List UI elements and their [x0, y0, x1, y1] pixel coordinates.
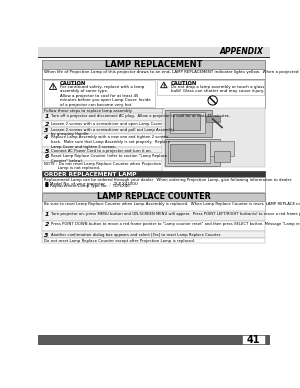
Text: 4: 4 [44, 135, 49, 140]
Text: CAUTION: CAUTION [60, 81, 86, 86]
Bar [157, 80, 264, 95]
Bar [210, 140, 234, 156]
Bar [44, 80, 155, 107]
Text: 6: 6 [44, 154, 49, 159]
Text: Loosen 2 screws with a screwdriver and open Lamp Cover.: Loosen 2 screws with a screwdriver and o… [52, 122, 163, 126]
Bar [206, 116, 220, 122]
Bar [38, 47, 270, 57]
Bar [165, 110, 212, 137]
Text: ■ Model No. of your projector    :  TLP-X4100U: ■ Model No. of your projector : TLP-X410… [45, 182, 138, 186]
Bar [38, 57, 270, 59]
Text: Replace Lamp Assembly with a new one and tighten 2 screws
back.  Make sure that : Replace Lamp Assembly with a new one and… [52, 135, 170, 149]
Text: Do not reset Lamp Replace Counter except after Projection Lamp is replaced.: Do not reset Lamp Replace Counter except… [44, 239, 195, 242]
Bar [42, 69, 266, 79]
Text: Loosen 2 screws with a screwdriver and pull out Lamp Assembly
by grasping Handle: Loosen 2 screws with a screwdriver and p… [52, 128, 175, 137]
Text: Replacement Lamp can be ordered through your dealer.  When ordering Projection L: Replacement Lamp can be ordered through … [44, 178, 292, 182]
Text: Another confirmation dialog box appears and select [Yes] to reset Lamp Replace C: Another confirmation dialog box appears … [52, 232, 222, 237]
Bar [243, 336, 265, 344]
Bar [42, 221, 266, 231]
Bar [42, 231, 266, 237]
Bar [170, 144, 205, 161]
Text: When life of Projection Lamp of this projector draws to an end, LAMP REPLACEMENT: When life of Projection Lamp of this pro… [44, 70, 300, 74]
Text: Reset Lamp Replace Counter (refer to section "Lamp Replace
Counter" below).: Reset Lamp Replace Counter (refer to sec… [52, 154, 167, 163]
Bar [42, 79, 266, 108]
Text: 1: 1 [44, 114, 49, 119]
Text: Do not drop a lamp assembly or touch a glass
bulb! Glass can shatter and may cau: Do not drop a lamp assembly or touch a g… [171, 85, 264, 93]
Text: CAUTION: CAUTION [171, 81, 197, 86]
Bar [42, 121, 162, 126]
Bar [42, 147, 162, 153]
Bar [38, 335, 270, 345]
Text: ■ Replacement Lamp Type No. :  TLPLX40: ■ Replacement Lamp Type No. : TLPLX40 [45, 184, 130, 189]
Bar [173, 114, 200, 130]
Bar [42, 134, 162, 147]
Text: !: ! [163, 83, 165, 88]
Text: LAMP REPLACE COUNTER: LAMP REPLACE COUNTER [97, 192, 211, 201]
Polygon shape [50, 83, 57, 90]
Text: Follow these steps to replace lamp assembly.: Follow these steps to replace lamp assem… [44, 109, 132, 113]
Bar [42, 113, 162, 121]
Text: 1: 1 [44, 212, 49, 217]
Bar [42, 126, 162, 134]
Bar [165, 139, 220, 166]
Bar [42, 171, 266, 177]
Bar [42, 211, 266, 221]
Text: 5: 5 [44, 149, 49, 154]
Text: 3: 3 [44, 232, 49, 237]
Polygon shape [160, 82, 167, 88]
Text: 2: 2 [44, 222, 49, 227]
Bar [42, 237, 266, 243]
Bar [42, 61, 266, 69]
Text: Be sure to reset Lamp Replace Counter when Lamp Assembly is replaced.  When Lamp: Be sure to reset Lamp Replace Counter wh… [44, 202, 300, 206]
Text: 3: 3 [44, 128, 49, 133]
Bar [170, 112, 205, 133]
Bar [42, 108, 162, 113]
Bar [42, 153, 162, 161]
Bar [42, 193, 266, 201]
Bar [42, 177, 266, 192]
Bar [164, 108, 266, 168]
Bar [214, 151, 230, 162]
Text: 41: 41 [247, 335, 260, 345]
Text: Turn off a projector and disconnect AC plug.  Allow a projector to cool for at l: Turn off a projector and disconnect AC p… [52, 114, 230, 118]
Text: LAMP REPLACEMENT: LAMP REPLACEMENT [105, 60, 202, 69]
Text: APPENDIX: APPENDIX [220, 47, 264, 56]
Text: ORDER REPLACEMENT LAMP: ORDER REPLACEMENT LAMP [44, 172, 136, 177]
Bar [42, 201, 266, 211]
Circle shape [208, 96, 217, 105]
Bar [42, 161, 162, 171]
Text: Turn projector on, press MENU button and ON-SCREEN MENU will appear.  Press POIN: Turn projector on, press MENU button and… [52, 212, 300, 216]
Text: 2: 2 [44, 122, 49, 127]
Text: !: ! [52, 85, 54, 90]
Text: For continued safety, replace with a lamp
assembly of same type.
Allow a project: For continued safety, replace with a lam… [60, 85, 151, 107]
Text: Connect AC Power Cord to a projector and turn it on.: Connect AC Power Cord to a projector and… [52, 149, 152, 152]
Text: Press POINT DOWN button to move a red frame pointer to "Lamp counter reset" and : Press POINT DOWN button to move a red fr… [52, 222, 300, 226]
Bar [168, 141, 210, 163]
Text: NOTE : Do not reset Lamp Replace Counter when Projection
           Lamp is not : NOTE : Do not reset Lamp Replace Counter… [44, 162, 161, 170]
